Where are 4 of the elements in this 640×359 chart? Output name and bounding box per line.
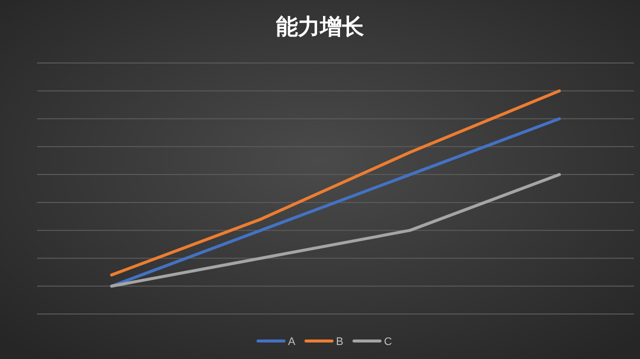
legend-label: B <box>336 336 344 348</box>
legend-label: A <box>288 336 296 348</box>
legend-label: C <box>384 336 392 348</box>
chart-title: 能力增长 <box>276 14 365 39</box>
